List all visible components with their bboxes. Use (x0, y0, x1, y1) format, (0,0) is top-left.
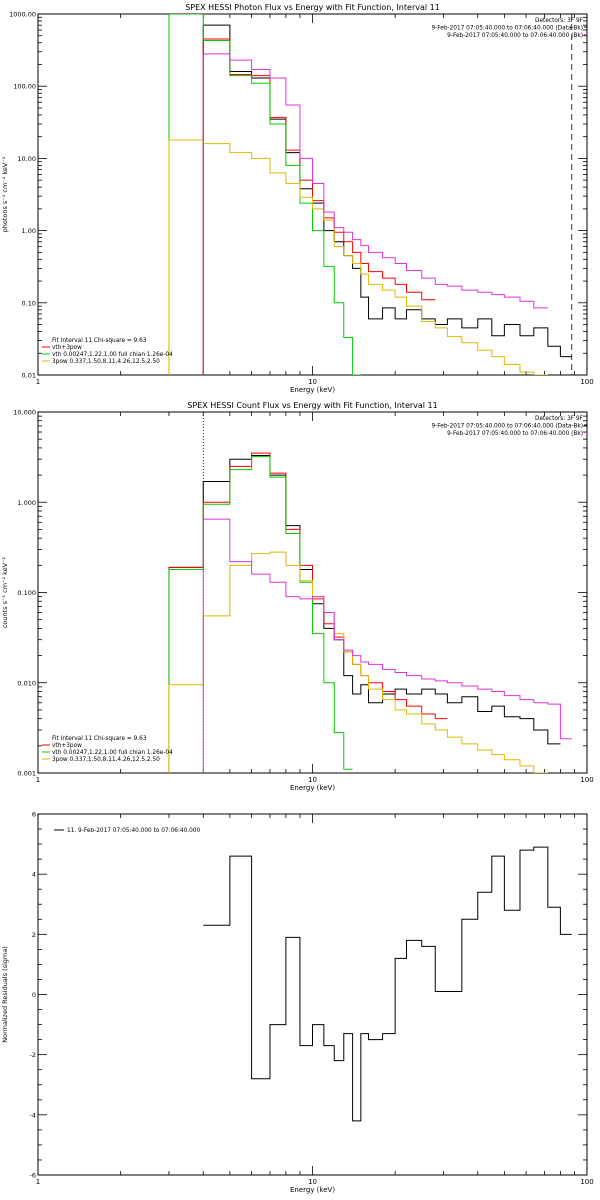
x-tick-label: 10 (308, 1178, 317, 1186)
y-axis-label: counts s⁻¹ cm⁻² keV⁻¹ (1, 556, 9, 628)
legend-bottom-entry: vth 0.00247,1.22,1.00 full chian 1.26e-0… (52, 750, 173, 756)
count-flux-panel: SPEX HESSI Count Flux vs Energy with Fit… (1, 401, 594, 792)
y-axis-label: Normalized Residuals (sigma) (1, 946, 9, 1043)
series-group (203, 846, 572, 1122)
y-tick-label: 0.10 (22, 299, 36, 307)
residuals-panel: Energy (keV) Normalized Residuals (sigma)… (1, 811, 594, 1195)
x-tick-label: 10 (308, 378, 317, 386)
x-axis-label: Energy (keV) (290, 1186, 335, 1194)
legend-top-entry: 9-Feb-2017 07:05:40.000 to 07:06:40.000 … (431, 26, 583, 32)
y-tick-label: 0.001 (17, 770, 36, 778)
series-line-data (202, 24, 572, 375)
series-line-bk (202, 518, 572, 773)
y-tick-label: -6 (30, 1172, 36, 1180)
series-line-residuals (203, 846, 572, 1122)
series-line-vth (168, 14, 361, 375)
y-tick-label: 1.000 (17, 499, 36, 507)
x-axis-label: Energy (keV) (290, 784, 335, 792)
series-line-3pow (168, 139, 548, 375)
y-tick-label: 0.100 (17, 589, 36, 597)
legend-top-entry: 9-Feb-2017 07:05:40.000 to 07:06:40.000 … (447, 33, 583, 39)
legend-bottom-entry: vth+3pow (52, 345, 82, 351)
chart-title: SPEX HESSI Photon Flux vs Energy with Fi… (185, 3, 440, 12)
y-tick-label: -4 (30, 1111, 36, 1119)
legend-top-entry: Detectors: 3F 9F (535, 416, 583, 422)
series-line-3pow (168, 551, 548, 773)
y-tick-label: 0.010 (17, 679, 36, 687)
x-tick-label: 1 (36, 378, 40, 386)
x-tick-label: 1 (36, 776, 40, 784)
legend-top-entry: 9-Feb-2017 07:05:40.000 to 07:06:40.000 … (431, 424, 583, 430)
series-line-data (168, 454, 561, 773)
series-line-vth-3pow (168, 452, 448, 773)
series-group (168, 14, 572, 375)
chart-title: SPEX HESSI Count Flux vs Energy with Fit… (187, 401, 438, 410)
x-tick-label: 100 (580, 1178, 593, 1186)
legend-bottom-entry: Fit Interval 11 Chi-square = 9.63 (52, 338, 147, 344)
photon-flux-panel: SPEX HESSI Photon Flux vs Energy with Fi… (1, 3, 594, 394)
y-tick-label: 6 (32, 811, 36, 819)
y-tick-label: 0 (32, 991, 36, 999)
legend-bottom-entry: 3pow 0.337,1.50,8.11,4.26,12.5,2.50 (52, 757, 160, 763)
x-tick-label: 10 (308, 776, 317, 784)
y-tick-label: 1000.00 (9, 11, 36, 19)
legend-top-entry: 9-Feb-2017 07:05:40.000 to 07:06:40.000 … (447, 431, 583, 437)
legend-bottom-entry: vth 0.00247,1.22,1.00 full chian 1.26e-0… (52, 352, 173, 358)
x-tick-label: 100 (580, 776, 593, 784)
y-tick-label: 1.00 (22, 227, 36, 235)
x-tick-label: 100 (580, 378, 593, 386)
legend-entry: 11. 9-Feb-2017 07:05:40.000 to 07:06:40.… (67, 828, 200, 834)
series-line-vth (168, 456, 353, 773)
y-axis-label: photons s⁻¹ cm⁻² keV⁻¹ (1, 156, 9, 232)
x-axis-label: Energy (keV) (290, 386, 335, 394)
y-tick-label: 100.00 (13, 83, 36, 91)
series-line-bk (202, 53, 548, 375)
legend-bottom-entry: 3pow 0.337,1.50,8.11,4.26,12.5,2.50 (52, 359, 160, 365)
y-tick-label: -2 (30, 1051, 36, 1059)
legend-top-entry: Detectors: 3F 9F (535, 18, 583, 24)
y-tick-label: 10.000 (13, 409, 36, 417)
legend-bottom-entry: Fit Interval 11 Chi-square = 9.63 (52, 736, 147, 742)
y-tick-label: 10.00 (17, 155, 36, 163)
y-tick-label: 0.01 (22, 372, 36, 380)
x-tick-label: 1 (36, 1178, 40, 1186)
series-line-vth-3pow (202, 38, 436, 375)
y-tick-label: 4 (32, 871, 36, 879)
series-group (168, 452, 572, 773)
y-tick-label: 2 (32, 931, 36, 939)
legend-bottom-entry: vth+3pow (52, 743, 82, 749)
